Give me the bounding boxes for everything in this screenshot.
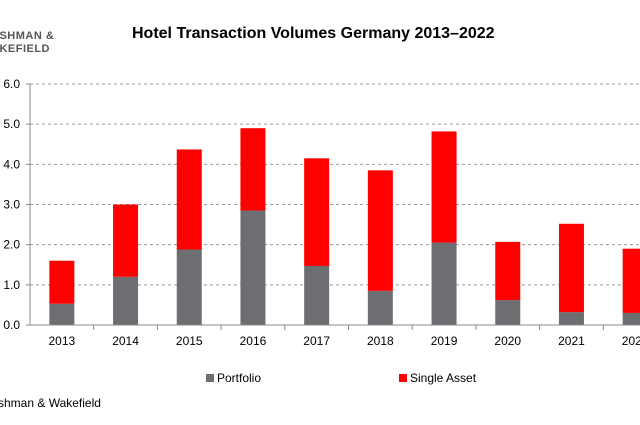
y-tick-label: 5.0 [3, 117, 20, 131]
y-tick-label: 2.0 [3, 238, 20, 252]
bar-single-asset-2018 [367, 170, 393, 291]
legend-label-single-asset: Single Asset [410, 371, 477, 385]
x-tick-label: 2020 [494, 334, 521, 348]
bar-single-asset-2015 [176, 149, 202, 250]
x-tick-label: 2015 [176, 334, 203, 348]
chart-title: Hotel Transaction Volumes Germany 2013–2… [132, 25, 495, 42]
legend-swatch-portfolio [206, 374, 214, 382]
bar-single-asset-2022 [622, 248, 640, 313]
bar-portfolio-2013 [49, 303, 75, 325]
legend-label-portfolio: Portfolio [217, 371, 262, 385]
bar-portfolio-2020 [495, 300, 521, 325]
x-tick-label: 2014 [112, 334, 139, 348]
bar-portfolio-2021 [558, 312, 584, 325]
x-tick-label: 2016 [240, 334, 267, 348]
source-note: shman & Wakefield [0, 396, 101, 410]
bar-portfolio-2022 [622, 312, 640, 325]
bar-portfolio-2019 [431, 242, 457, 325]
logo-line-2: AKEFIELD [0, 43, 50, 55]
cushman-wakefield-logo: USHMAN & AKEFIELD [0, 30, 54, 56]
legend-item-single-asset: Single Asset [399, 371, 476, 385]
x-tick-label: 2022 [622, 334, 640, 348]
x-tick-label: 2013 [48, 334, 75, 348]
y-tick-label: 4.0 [3, 157, 20, 171]
legend-item-portfolio: Portfolio [206, 371, 261, 385]
bar-single-asset-2021 [558, 223, 584, 313]
y-tick-label: 3.0 [3, 198, 20, 212]
bar-single-asset-2017 [304, 158, 330, 266]
logo-line-1: USHMAN & [0, 30, 55, 42]
bar-portfolio-2016 [240, 210, 266, 325]
bar-single-asset-2016 [240, 128, 266, 211]
x-tick-label: 2019 [431, 334, 458, 348]
bar-single-asset-2013 [49, 260, 75, 304]
bar-portfolio-2018 [367, 290, 393, 325]
x-tick-label: 2021 [558, 334, 585, 348]
x-tick-label: 2017 [303, 334, 330, 348]
bar-portfolio-2015 [176, 249, 202, 325]
bar-single-asset-2014 [113, 204, 139, 277]
legend-swatch-single-asset [399, 374, 407, 382]
bar-single-asset-2019 [431, 131, 457, 243]
y-tick-label: 1.0 [3, 278, 20, 292]
bar-single-asset-2020 [495, 241, 521, 301]
y-tick-label: 0.0 [3, 318, 20, 332]
bar-portfolio-2017 [304, 265, 330, 325]
bar-portfolio-2014 [113, 276, 139, 325]
y-tick-label: 6.0 [3, 77, 20, 91]
x-tick-label: 2018 [367, 334, 394, 348]
